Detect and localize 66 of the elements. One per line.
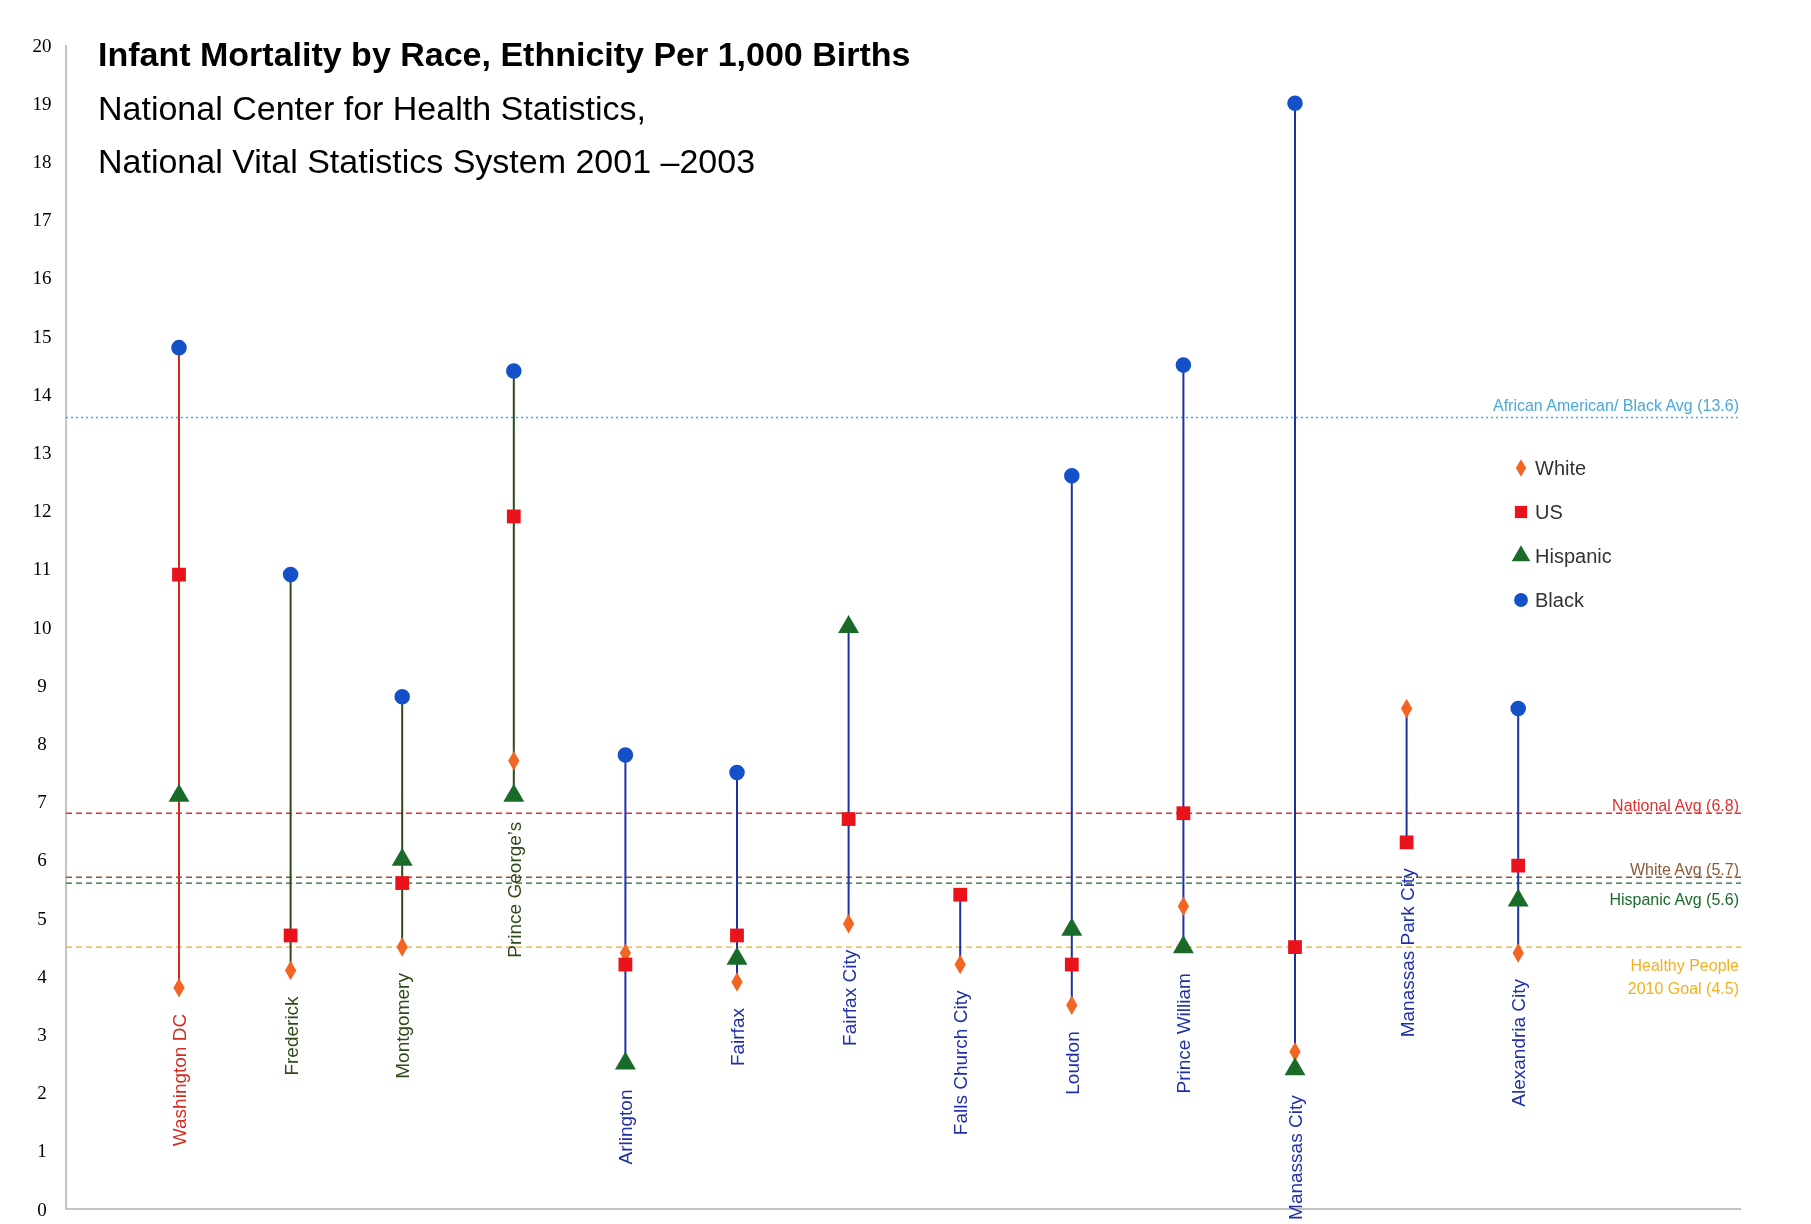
- point: [172, 567, 186, 582]
- legend-label: Black: [1535, 589, 1585, 611]
- point: [730, 928, 744, 943]
- ref-line-label: African American/ Black Avg (13.6): [1492, 397, 1739, 415]
- text: National Center for Health Statistics, National Vital Statistics System 2001 –2003: [98, 89, 756, 180]
- point: [1064, 467, 1080, 484]
- y-tick-label: 15: [32, 325, 52, 347]
- y-tick-label: 2: [37, 1082, 47, 1104]
- point: [1064, 957, 1079, 972]
- y-tick-label: 11: [32, 558, 52, 580]
- point: [394, 689, 410, 705]
- y-tick-label: 20: [32, 34, 52, 56]
- point: [1399, 835, 1414, 850]
- ref-line-label: Healthy People 2010 Goal (4.5): [1627, 957, 1740, 998]
- point: [1176, 806, 1191, 821]
- y-tick-label: 1: [37, 1140, 47, 1162]
- point: [1511, 858, 1526, 873]
- y-tick-label: 17: [32, 209, 52, 231]
- point: [1510, 700, 1526, 717]
- y-tick-label: 12: [32, 500, 52, 522]
- point: [729, 764, 745, 781]
- ref-line-label: Hispanic Avg (5.6): [1609, 891, 1739, 909]
- point: [617, 747, 634, 763]
- x-tick-label: Frederick: [280, 995, 302, 1076]
- y-tick-label: 3: [37, 1024, 47, 1046]
- legend-label: Hispanic: [1535, 545, 1612, 567]
- point: [506, 509, 521, 524]
- x-tick-label: Prince George’s: [503, 821, 525, 958]
- ref-line-label: White Avg (5.7): [1629, 861, 1739, 879]
- y-tick-label: 14: [32, 383, 52, 405]
- x-tick-label: Washington DC: [169, 1013, 190, 1147]
- y-tick-label: 4: [37, 965, 48, 987]
- point: [1287, 95, 1303, 111]
- y-tick-label: 8: [37, 733, 47, 755]
- x-tick-label: Fairfax: [727, 1007, 748, 1067]
- x-tick-label: Alexandria City: [1508, 978, 1530, 1107]
- y-tick-label: 13: [32, 442, 52, 464]
- y-tick-label: 19: [32, 92, 52, 114]
- y-tick-label: 6: [37, 849, 47, 871]
- y-tick-label: 16: [32, 267, 52, 289]
- x-tick-label: Falls Church City: [950, 990, 972, 1136]
- point: [841, 812, 856, 826]
- legend-label: White: [1535, 457, 1587, 479]
- y-tick-label: 10: [32, 616, 52, 638]
- y-tick-label: 7: [37, 791, 47, 813]
- point: [1175, 357, 1192, 373]
- x-tick-label: Montgomery: [392, 972, 414, 1079]
- point: [1288, 940, 1302, 954]
- point: [282, 566, 299, 583]
- y-tick-label: 0: [37, 1198, 47, 1220]
- chart-title: Infant Mortality by Race, Ethnicity Per 1,000 Births: [98, 35, 911, 73]
- y-tick-label: 9: [37, 674, 47, 696]
- x-tick-label: Loudon: [1061, 1031, 1083, 1095]
- x-tick-label: Manassas Park City: [1396, 867, 1418, 1038]
- x-tick-label: Manassas City: [1285, 1094, 1306, 1220]
- x-tick-label: Fairfax City: [838, 949, 860, 1046]
- y-tick-label: 18: [32, 151, 52, 173]
- y-tick-label: 5: [37, 907, 47, 929]
- x-tick-label: Prince William: [1173, 973, 1195, 1094]
- point: [506, 363, 522, 379]
- ref-line-label: National Avg (6.8): [1612, 797, 1739, 815]
- point: [395, 876, 410, 890]
- point: [171, 339, 187, 356]
- legend-label: US: [1535, 501, 1563, 523]
- point: [953, 887, 968, 902]
- x-tick-label: Arlington: [615, 1089, 637, 1165]
